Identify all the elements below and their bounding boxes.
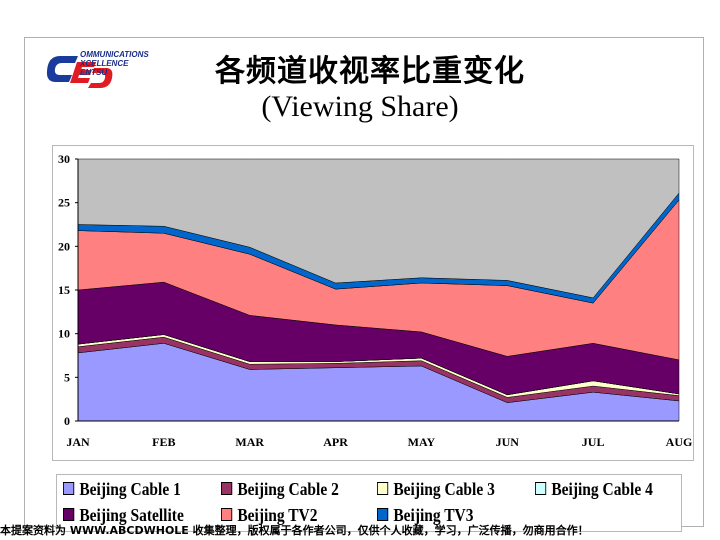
x-tick-label: JUN (496, 435, 520, 449)
x-tick-label: APR (323, 435, 348, 449)
area-series-other (77, 158, 680, 299)
legend-label: Beijing Cable 3 (393, 479, 495, 499)
y-tick-label: 10 (58, 327, 70, 341)
y-tick-label: 5 (64, 370, 70, 384)
legend-label: Beijing TV2 (237, 505, 318, 525)
legend-item: Beijing Cable 2 (221, 479, 339, 500)
legend-swatch (377, 508, 389, 521)
x-tick-label: AUG (666, 435, 693, 449)
y-tick-label: 20 (58, 239, 70, 253)
footer-note: 本提案资料为 WWW.ABCDWHOLE 收集整理，版权属于各作者公司，仅供个人… (0, 524, 589, 537)
x-tick-label: JUL (582, 435, 605, 449)
legend-swatch (63, 482, 75, 495)
y-tick-label: 25 (58, 196, 70, 210)
legend-swatch (63, 508, 75, 521)
legend-item: Beijing Cable 1 (63, 479, 181, 500)
page-subtitle: (Viewing Share) (261, 90, 459, 123)
x-tick-label: JAN (66, 435, 90, 449)
legend-item: Beijing Cable 3 (377, 479, 495, 500)
page-title: 各频道收视率比重变化 (215, 54, 525, 89)
logo-line-3: ENTSU (80, 68, 108, 77)
legend-label: Beijing Cable 4 (551, 479, 653, 499)
legend-swatch (377, 482, 389, 495)
y-tick-label: 15 (58, 283, 70, 297)
x-tick-label: MAY (408, 435, 436, 449)
legend-swatch (221, 482, 233, 495)
legend-item: Beijing Cable 4 (535, 479, 653, 500)
x-tick-label: FEB (152, 435, 175, 449)
legend-label: Beijing Cable 1 (79, 479, 181, 499)
legend-label: Beijing Cable 2 (237, 479, 339, 499)
legend-swatch (221, 508, 233, 521)
legend-item: Beijing TV2 (221, 505, 317, 526)
legend-label: Beijing Satellite (79, 505, 184, 525)
logo-line-2: XCELLENCE (80, 59, 129, 68)
x-tick-label: MAR (235, 435, 264, 449)
ced-logo-icon (46, 56, 113, 88)
logo-text: OMMUNICATIONS XCELLENCE ENTSU (80, 50, 149, 77)
legend-label: Beijing TV3 (393, 505, 474, 525)
y-tick-label: 30 (58, 152, 70, 166)
y-tick-label: 0 (64, 414, 70, 428)
logo-line-1: OMMUNICATIONS (80, 50, 149, 59)
chart-legend: Beijing Cable 1 Beijing Cable 2 Beijing Ca… (56, 474, 682, 532)
stacked-area-chart: 0 5 10 15 20 25 30 JAN FEB MAR APR MAY JUN JUL AUG (58, 152, 693, 449)
legend-item: Beijing TV3 (377, 505, 473, 526)
chart-area: 0 5 10 15 20 25 30 JAN FEB MAR APR MAY JUN JUL AUG (52, 145, 694, 461)
legend-item: Beijing Satellite (63, 505, 184, 526)
legend-swatch (535, 482, 547, 495)
